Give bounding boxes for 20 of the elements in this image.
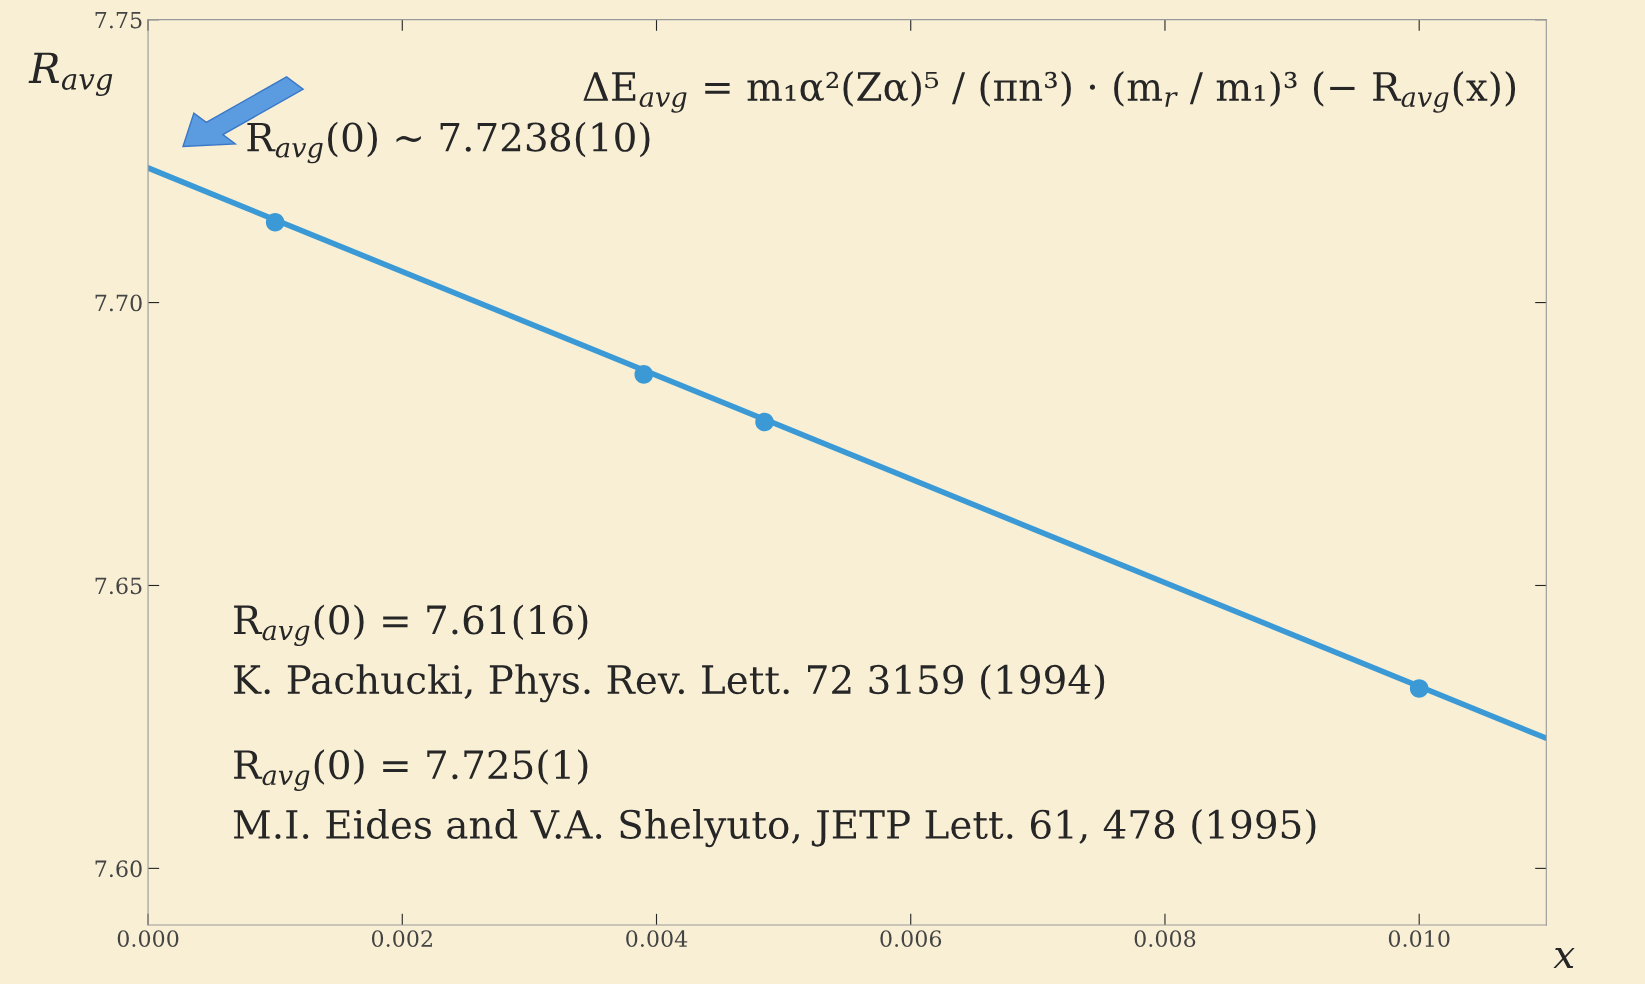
x-tick-label: 0.008	[1134, 930, 1196, 948]
point	[265, 212, 285, 232]
x-axis-title: x	[1553, 947, 1575, 969]
point	[755, 412, 774, 432]
x-tick-label: 0.006	[880, 930, 942, 948]
y-tick-label: 7.65	[95, 577, 142, 595]
point	[634, 365, 654, 384]
y-tick-label: 7.75	[95, 11, 142, 29]
point	[1409, 679, 1429, 698]
y-axis-title: R$_{avg}$	[28, 52, 113, 96]
y-tick-label: 7.70	[95, 294, 142, 312]
x-tick-label: 0.000	[117, 930, 179, 948]
x-tick-label: 0.002	[371, 930, 432, 948]
annotation: R$_{avg}$(0) ~ 7.7238(10)	[247, 121, 650, 164]
y-tick-label: 7.60	[95, 860, 142, 878]
x-tick-label: 0.010	[1388, 930, 1450, 948]
annotation: R$_{avg}$(0) = 7.61(16) K. Pachucki, Phys. Rev. Lett. 72 3159 (1994)	[234, 604, 1105, 703]
annotation: ΔE$_{avg}$ = m₁α²(Zα)⁵ / (πn³) · (m$_{r}$ / m₁)³ (− R$_{avg}$(x))	[583, 71, 1516, 113]
x-tick-label: 0.004	[626, 930, 688, 948]
annotation: R$_{avg}$(0) = 7.725(1) M.I. Eides and V.A. Shelyuto, JETP Lett. 61, 478 (1995)	[233, 749, 1316, 848]
